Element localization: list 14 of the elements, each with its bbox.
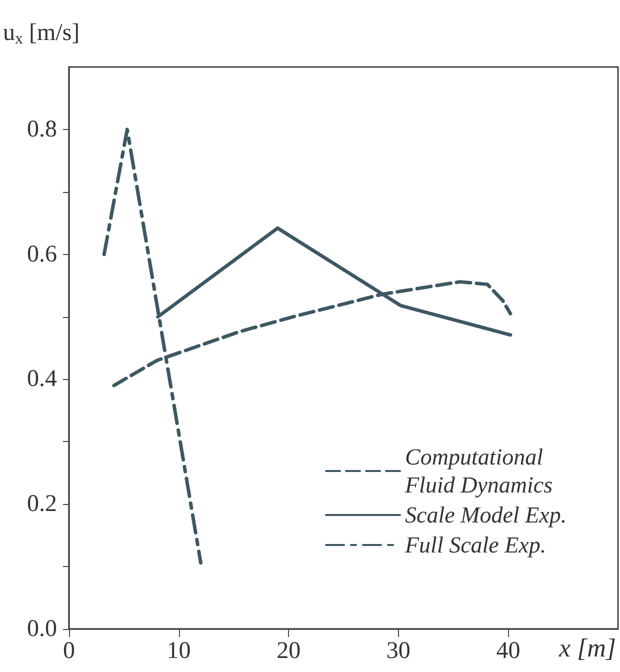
y-tick-label: 0.0 [27,616,57,642]
x-tick-label: 30 [386,638,410,664]
y-tick-label: 0.4 [27,366,57,392]
legend-label: Computational Fluid Dynamics [404,444,553,498]
x-tick-label: 0 [63,638,75,664]
legend-label: Full Scale Exp. [404,532,546,558]
x-tick-label: 20 [276,638,301,664]
x-tick-label: 40 [496,638,520,664]
y-tick-label: 0.2 [27,491,57,518]
y-tick-label: 0.6 [27,241,57,268]
x-tick-label: 10 [166,638,191,664]
legend-label: Scale Model Exp. [405,502,567,528]
y-tick-label: 0.8 [27,116,57,142]
x-axis-title: x [m] [558,634,616,662]
